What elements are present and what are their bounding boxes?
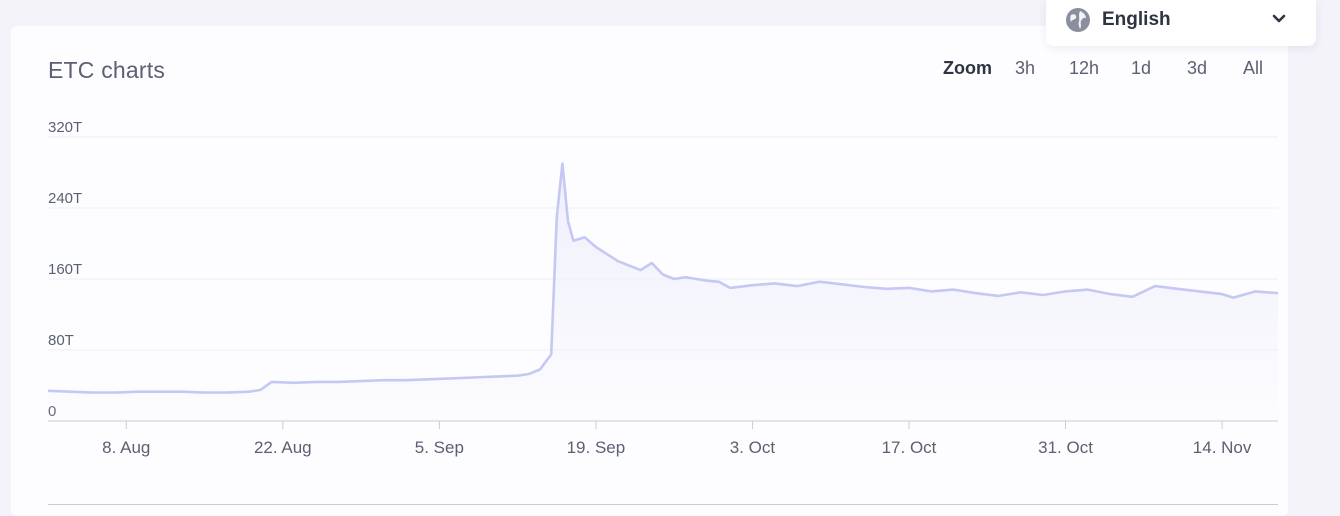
globe-icon	[1066, 8, 1090, 32]
chart-title: ETC charts	[48, 57, 166, 83]
zoom-toolbar: Zoom 3h 12h 1d 3d All	[0, 58, 1340, 82]
zoom-12h-button[interactable]: 12h	[1069, 58, 1100, 78]
zoom-label: Zoom	[943, 58, 992, 78]
zoom-1d-button[interactable]: 1d	[1131, 58, 1152, 78]
zoom-3d-button[interactable]: 3d	[1187, 58, 1208, 78]
x-tick-label: 5. Sep	[415, 438, 464, 457]
y-tick-label: 240T	[48, 190, 82, 207]
language-label: English	[1102, 9, 1171, 30]
series-area	[48, 163, 1278, 421]
language-selector[interactable]: English	[1046, 0, 1316, 46]
x-tick-label: 31. Oct	[1038, 438, 1093, 457]
navigator-divider	[48, 504, 1278, 505]
y-tick-label: 320T	[48, 119, 82, 136]
series-line	[47, 162, 1279, 394]
x-tick-label: 22. Aug	[254, 438, 312, 457]
y-tick-label: 160T	[48, 261, 82, 278]
x-tick-label: 19. Sep	[567, 438, 626, 457]
x-tick-label: 3. Oct	[730, 438, 776, 457]
chevron-down-icon	[1272, 14, 1286, 23]
x-tick-label: 14. Nov	[1193, 438, 1252, 457]
y-tick-label: 80T	[48, 332, 74, 349]
zoom-3h-button[interactable]: 3h	[1015, 58, 1036, 78]
x-tick-label: 17. Oct	[882, 438, 937, 457]
x-tick-label: 8. Aug	[102, 438, 150, 457]
zoom-all-button[interactable]: All	[1243, 58, 1264, 78]
